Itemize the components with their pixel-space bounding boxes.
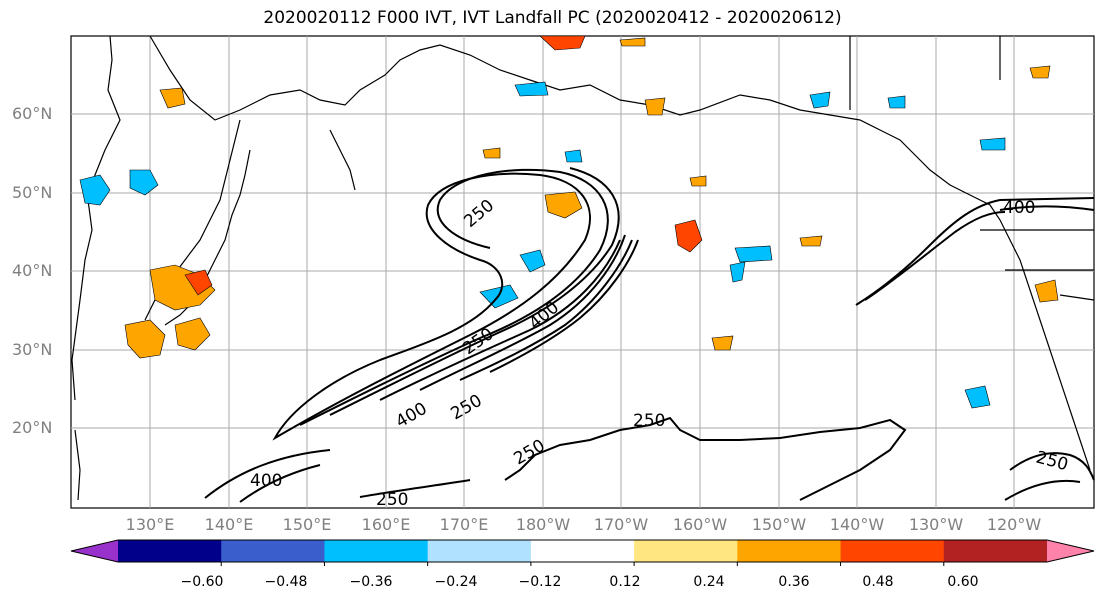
lon-label: 140°W	[829, 515, 885, 534]
lon-label: 120°W	[986, 515, 1042, 534]
contour-label: 400	[1003, 198, 1035, 218]
chart-title: 2020020112 F000 IVT, IVT Landfall PC (20…	[263, 8, 842, 28]
colorbar-segment	[71, 540, 118, 562]
colorbar-tick-label: 0.12	[609, 574, 641, 590]
colorbar-tick-label: −0.12	[518, 574, 562, 590]
colorbar-segment	[530, 540, 635, 562]
colorbar-tick-label: 0.60	[947, 574, 979, 590]
lon-label: 150°E	[282, 515, 332, 534]
colorbar-segment	[324, 540, 429, 562]
colorbar-tick-label: 0.48	[862, 574, 894, 590]
lon-label: 160°E	[361, 515, 411, 534]
lon-label: 150°W	[751, 515, 807, 534]
colorbar-tick-label: −0.60	[180, 574, 224, 590]
colorbar	[70, 539, 1095, 566]
lon-label: 170°E	[439, 515, 489, 534]
contour-label: 250	[633, 411, 665, 431]
lat-label: 60°N	[12, 104, 53, 123]
lat-label: 30°N	[12, 340, 53, 359]
colorbar-tick-label: 0.36	[778, 574, 810, 590]
colorbar-segment	[118, 540, 222, 562]
colorbar-segment	[943, 540, 1048, 562]
colorbar-segment	[634, 540, 738, 562]
map-panel: 250 400 250 250 400 250 400 400 250 250 …	[70, 35, 1095, 510]
colorbar-tick-label: −0.48	[264, 574, 308, 590]
colorbar-segment	[840, 540, 945, 562]
lat-label: 20°N	[12, 418, 53, 437]
colorbar-tick-label: 0.24	[693, 574, 725, 590]
lon-label: 140°E	[204, 515, 254, 534]
contour-label: 400	[250, 471, 282, 491]
colorbar-outline	[70, 539, 1095, 563]
colorbar-tick-label: −0.24	[434, 574, 478, 590]
lon-label: 130°E	[125, 515, 175, 534]
lat-label: 40°N	[12, 261, 53, 280]
shaded-anomalies	[79, 35, 1059, 409]
colorbar-segment	[737, 540, 842, 562]
ivt-contours	[204, 167, 1095, 503]
lon-label: 170°W	[593, 515, 649, 534]
lon-label: 130°W	[908, 515, 964, 534]
lat-label: 50°N	[12, 183, 53, 202]
colorbar-tick-label: −0.36	[349, 574, 393, 590]
colorbar-segment	[1047, 540, 1094, 562]
colorbar-segment	[427, 540, 532, 562]
lon-label: 160°W	[672, 515, 728, 534]
lon-label: 180°W	[515, 515, 571, 534]
colorbar-segment	[221, 540, 325, 562]
contour-label: 250	[376, 490, 408, 510]
coastlines	[71, 35, 1095, 501]
